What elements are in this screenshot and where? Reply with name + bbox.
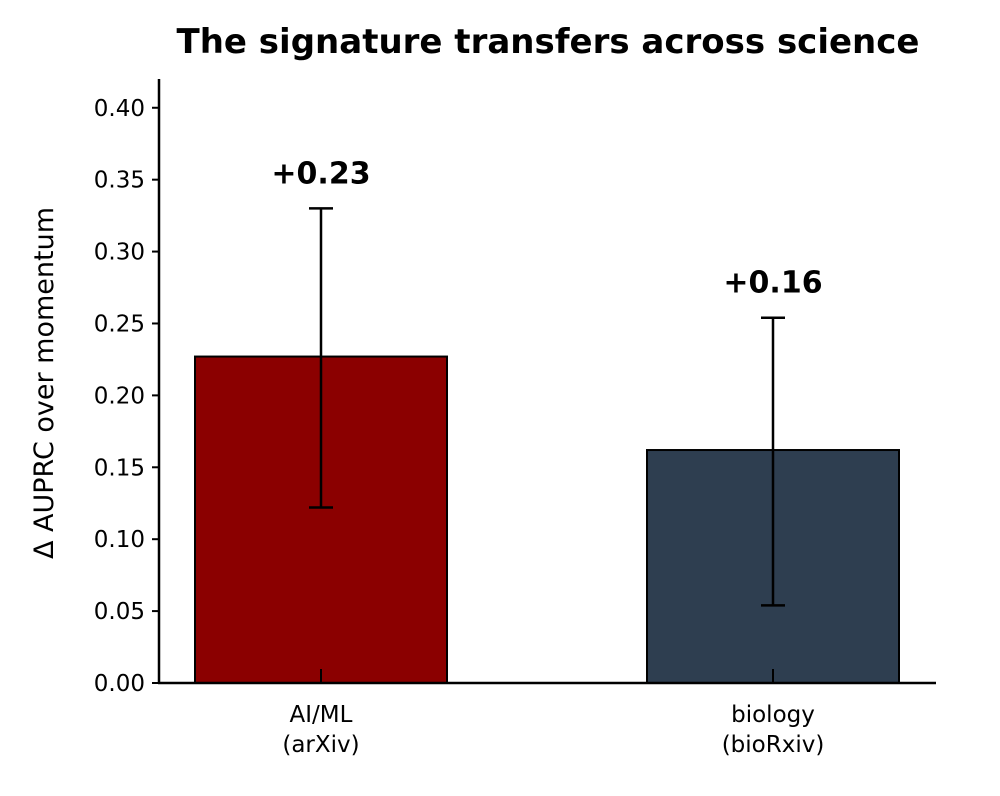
x-tick-label-2: biology (bioRxiv) (722, 702, 825, 758)
y-tick-label: 0.00 (94, 671, 145, 697)
data-label-2: +0.16 (723, 266, 822, 301)
y-tick-label: 0.35 (94, 168, 145, 194)
y-axis-label: Δ AUPRC over momentum (29, 207, 60, 559)
plot-area: 0.00 0.05 0.10 0.15 0.20 0.25 0.30 0.35 0.40 +0.2… (94, 79, 936, 758)
y-tick-label: 0.20 (94, 383, 145, 409)
chart-title: The signature transfers across science (177, 22, 920, 62)
y-tick-label: 0.10 (94, 527, 145, 553)
data-label-1: +0.23 (271, 156, 370, 191)
y-tick-label: 0.30 (94, 240, 145, 266)
y-tick-label: 0.25 (94, 311, 145, 337)
y-tick-label: 0.05 (94, 599, 145, 625)
x-tick-label-1: AI/ML (arXiv) (282, 702, 359, 758)
y-tick-label: 0.15 (94, 455, 145, 481)
y-tick-label: 0.40 (94, 96, 145, 122)
